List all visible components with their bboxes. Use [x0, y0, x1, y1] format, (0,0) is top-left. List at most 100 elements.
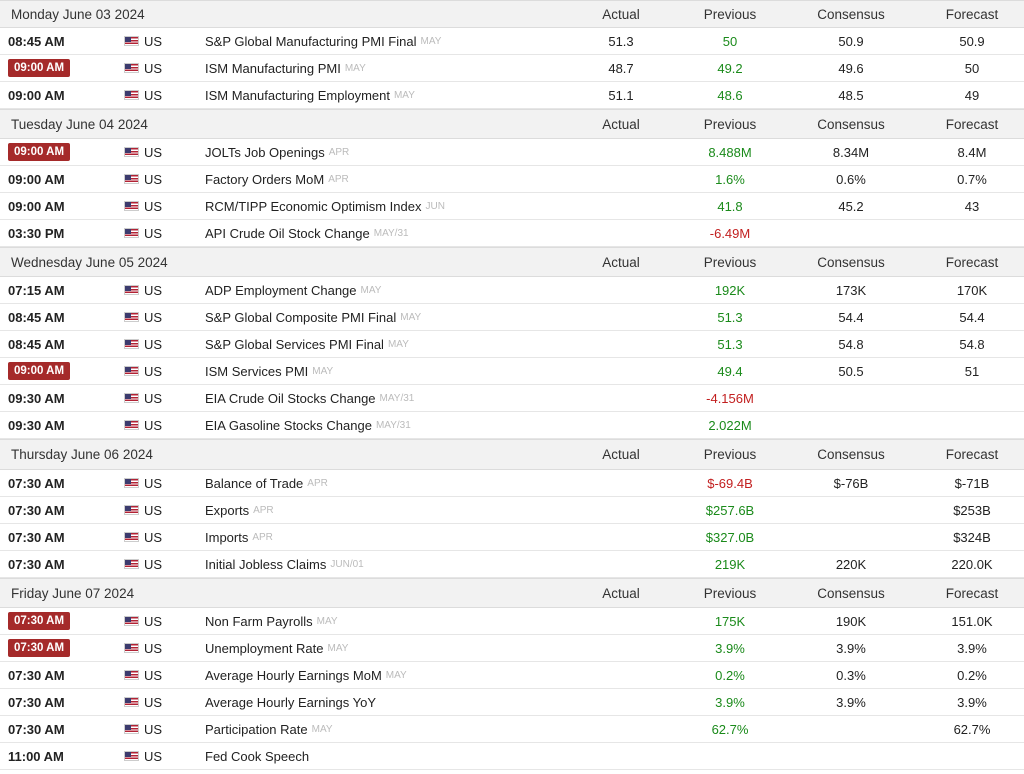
event-title[interactable]: ISM Services PMI	[205, 363, 309, 379]
event-row[interactable]: 08:45 AM US S&P Global Composite PMI Final…	[0, 304, 1024, 331]
event-title[interactable]: Imports	[205, 529, 249, 545]
event-row[interactable]: 07:30 AM US Average Hourly Earnings YoY 3.9…	[0, 689, 1024, 716]
event-title[interactable]: Non Farm Payrolls	[205, 613, 313, 629]
column-actual-header: Actual	[602, 6, 640, 22]
event-name[interactable]: Factory Orders MoM APR	[205, 166, 349, 192]
event-title[interactable]: Exports	[205, 502, 250, 518]
event-time: 08:45 AM	[8, 28, 65, 54]
event-row[interactable]: 07:30 AM US Balance of Trade APR $-69.4B $-76…	[0, 470, 1024, 497]
event-row[interactable]: 09:00 AM US ISM Services PMI MAY 49.4 50.5 51	[0, 358, 1024, 385]
event-title[interactable]: Initial Jobless Claims	[205, 556, 327, 572]
event-name[interactable]: Unemployment Rate MAY	[205, 635, 348, 661]
us-flag-icon	[124, 505, 139, 515]
previous-value: 51.3	[717, 336, 743, 352]
event-name[interactable]: Participation Rate MAY	[205, 716, 333, 742]
country-code: US	[144, 282, 163, 298]
column-previous-header: Previous	[703, 254, 757, 270]
event-title[interactable]: ISM Manufacturing Employment	[205, 87, 390, 103]
event-time: 07:30 AM	[8, 689, 65, 715]
event-name[interactable]: EIA Crude Oil Stocks Change MAY/31	[205, 385, 414, 411]
event-name[interactable]: API Crude Oil Stock Change MAY/31	[205, 220, 409, 246]
event-title[interactable]: Average Hourly Earnings MoM	[205, 667, 382, 683]
event-row[interactable]: 09:30 AM US EIA Crude Oil Stocks Change MAY…	[0, 385, 1024, 412]
event-title[interactable]: S&P Global Manufacturing PMI Final	[205, 33, 417, 49]
previous-value: 1.6%	[715, 171, 745, 187]
event-title[interactable]: Factory Orders MoM	[205, 171, 325, 187]
event-reference-period: MAY	[360, 284, 382, 296]
event-row[interactable]: 08:45 AM US S&P Global Services PMI Final M…	[0, 331, 1024, 358]
event-row[interactable]: 09:00 AM US RCM/TIPP Economic Optimism Ind…	[0, 193, 1024, 220]
event-reference-period: APR	[328, 173, 349, 185]
event-title[interactable]: ISM Manufacturing PMI	[205, 60, 341, 76]
time-badge: 09:00 AM	[8, 362, 71, 380]
event-row[interactable]: 08:45 AM US S&P Global Manufacturing PMI F…	[0, 28, 1024, 55]
event-row[interactable]: 07:30 AM US Exports APR $257.6B $253B	[0, 497, 1024, 524]
time-text: 03:30 PM	[8, 225, 65, 241]
event-row[interactable]: 09:00 AM US ISM Manufacturing PMI MAY 48.7 49…	[0, 55, 1024, 82]
actual-value	[585, 304, 657, 330]
event-row[interactable]: 09:00 AM US JOLTs Job Openings APR 8.488M 8.3…	[0, 139, 1024, 166]
time-badge: 09:00 AM	[8, 59, 71, 77]
forecast-value: 62.7%	[953, 721, 991, 737]
event-title[interactable]: RCM/TIPP Economic Optimism Index	[205, 198, 422, 214]
actual-value	[585, 385, 657, 411]
event-title[interactable]: S&P Global Services PMI Final	[205, 336, 384, 352]
event-time: 09:00 AM	[8, 82, 65, 108]
forecast-value: 43	[964, 198, 980, 214]
event-name[interactable]: RCM/TIPP Economic Optimism Index JUN	[205, 193, 445, 219]
time-text: 07:15 AM	[8, 282, 65, 298]
event-row[interactable]: 09:00 AM US ISM Manufacturing Employment MA…	[0, 82, 1024, 109]
event-name[interactable]: S&P Global Manufacturing PMI Final MAY	[205, 28, 441, 54]
event-reference-period: MAY	[316, 615, 338, 627]
event-row[interactable]: 07:30 AM US Non Farm Payrolls MAY 175K 190K 15…	[0, 608, 1024, 635]
event-title[interactable]: Fed Cook Speech	[205, 748, 310, 764]
event-name[interactable]: Exports APR	[205, 497, 274, 523]
event-name[interactable]: S&P Global Services PMI Final MAY	[205, 331, 409, 357]
event-time: 08:45 AM	[8, 331, 65, 357]
previous-value: 8.488M	[708, 144, 752, 160]
event-name[interactable]: S&P Global Composite PMI Final MAY	[205, 304, 421, 330]
event-name[interactable]: ISM Services PMI MAY	[205, 358, 333, 384]
event-row[interactable]: 07:30 AM US Unemployment Rate MAY 3.9% 3.9% 3.…	[0, 635, 1024, 662]
event-row[interactable]: 03:30 PM US API Crude Oil Stock Change MAY/…	[0, 220, 1024, 247]
consensus-value: 3.9%	[836, 640, 866, 656]
event-title[interactable]: Average Hourly Earnings YoY	[205, 694, 377, 710]
event-name[interactable]: JOLTs Job Openings APR	[205, 139, 349, 165]
event-name[interactable]: Imports APR	[205, 524, 273, 550]
event-row[interactable]: 09:00 AM US Factory Orders MoM APR 1.6% 0.6% 0…	[0, 166, 1024, 193]
event-row[interactable]: 07:30 AM US Average Hourly Earnings MoM MAY…	[0, 662, 1024, 689]
consensus-value	[811, 385, 891, 411]
event-name[interactable]: ISM Manufacturing PMI MAY	[205, 55, 366, 81]
event-title[interactable]: Balance of Trade	[205, 475, 304, 491]
event-name[interactable]: Non Farm Payrolls MAY	[205, 608, 338, 634]
event-name[interactable]: Average Hourly Earnings YoY	[205, 689, 380, 715]
event-title[interactable]: S&P Global Composite PMI Final	[205, 309, 397, 325]
event-name[interactable]: Balance of Trade APR	[205, 470, 328, 496]
event-row[interactable]: 07:30 AM US Participation Rate MAY 62.7% 62.7…	[0, 716, 1024, 743]
us-flag-icon	[124, 670, 139, 680]
event-reference-period: MAY	[387, 338, 409, 350]
event-title[interactable]: EIA Gasoline Stocks Change	[205, 417, 372, 433]
event-name[interactable]: ISM Manufacturing Employment MAY	[205, 82, 415, 108]
event-row[interactable]: 11:00 AM US Fed Cook Speech	[0, 743, 1024, 770]
event-name[interactable]: ADP Employment Change MAY	[205, 277, 381, 303]
consensus-value	[811, 743, 891, 769]
event-title[interactable]: EIA Crude Oil Stocks Change	[205, 390, 376, 406]
event-row[interactable]: 07:15 AM US ADP Employment Change MAY 192K 17…	[0, 277, 1024, 304]
event-title[interactable]: Participation Rate	[205, 721, 308, 737]
consensus-value: $-76B	[833, 475, 869, 491]
consensus-value	[811, 497, 891, 523]
event-title[interactable]: ADP Employment Change	[205, 282, 357, 298]
time-text: 09:30 AM	[8, 390, 65, 406]
event-title[interactable]: Unemployment Rate	[205, 640, 324, 656]
event-title[interactable]: API Crude Oil Stock Change	[205, 225, 370, 241]
event-title[interactable]: JOLTs Job Openings	[205, 144, 325, 160]
event-name[interactable]: EIA Gasoline Stocks Change MAY/31	[205, 412, 411, 438]
event-name[interactable]: Initial Jobless Claims JUN/01	[205, 551, 364, 577]
event-name[interactable]: Average Hourly Earnings MoM MAY	[205, 662, 407, 688]
event-row[interactable]: 07:30 AM US Imports APR $327.0B $324B	[0, 524, 1024, 551]
event-reference-period: MAY	[344, 62, 366, 74]
event-row[interactable]: 09:30 AM US EIA Gasoline Stocks Change MAY/…	[0, 412, 1024, 439]
event-row[interactable]: 07:30 AM US Initial Jobless Claims JUN/01 21…	[0, 551, 1024, 578]
event-name[interactable]: Fed Cook Speech	[205, 743, 313, 769]
